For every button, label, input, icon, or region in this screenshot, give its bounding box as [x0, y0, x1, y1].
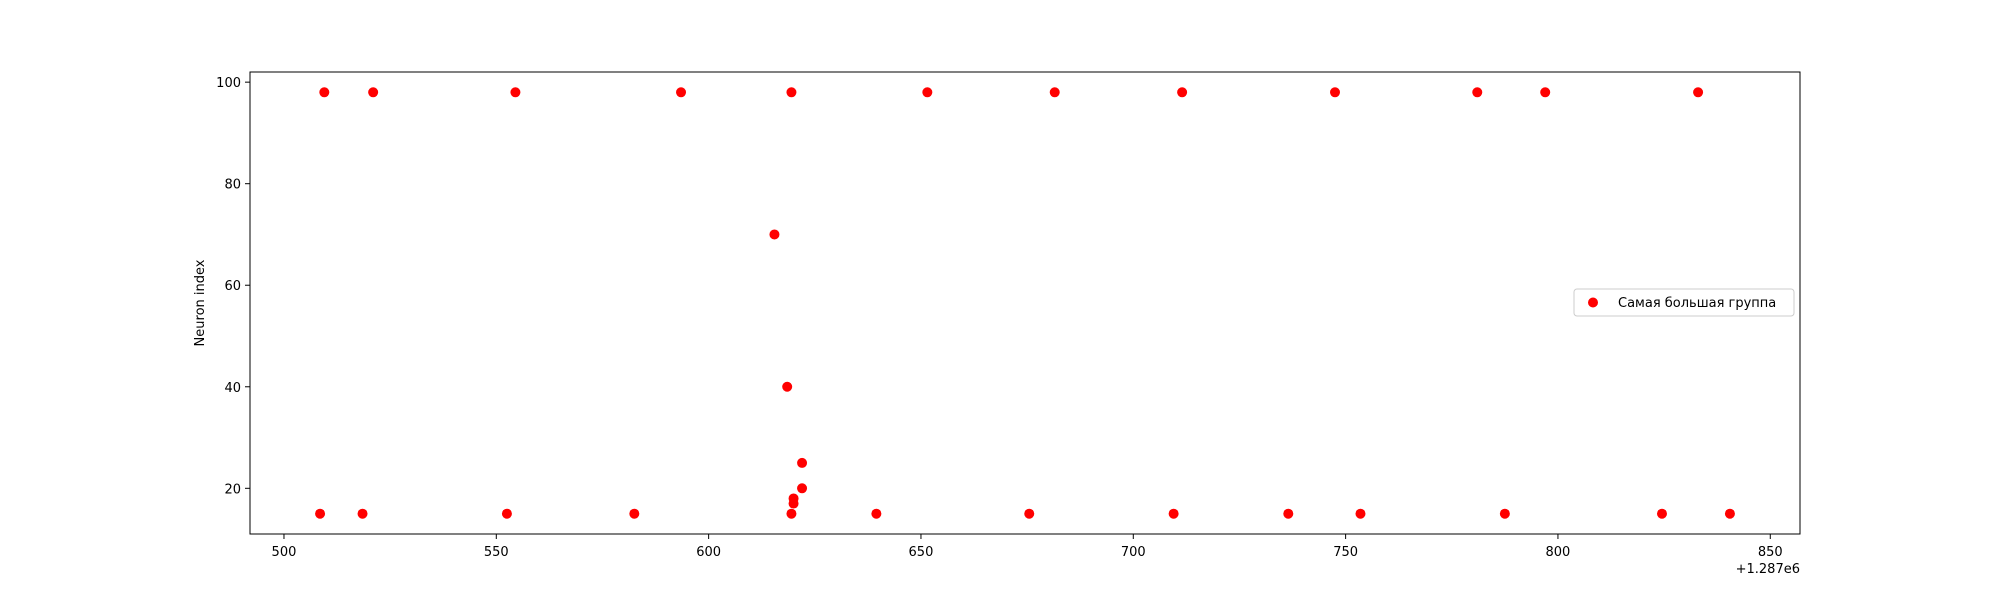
data-point — [1330, 87, 1340, 98]
y-tick-label: 60 — [224, 279, 241, 294]
x-tick-label: 700 — [1121, 545, 1146, 560]
data-point — [1177, 87, 1188, 98]
data-point — [319, 87, 330, 98]
data-points — [315, 87, 1735, 519]
x-offset-label: +1.287e6 — [1736, 562, 1800, 577]
data-point — [1499, 508, 1510, 519]
plot-area — [249, 71, 1801, 535]
x-tick-label: 500 — [272, 545, 297, 560]
data-point — [786, 87, 797, 98]
data-point — [315, 508, 326, 519]
data-point — [1656, 508, 1667, 519]
legend-box — [1573, 288, 1795, 317]
data-point — [786, 508, 797, 519]
legend-label: Самая большая группа — [1618, 296, 1776, 311]
data-point — [1283, 508, 1294, 519]
y-axis-label: Neuron index — [193, 259, 208, 346]
x-axis: 500 550 600 650 700 750 800 850 — [272, 534, 1783, 560]
data-point — [1049, 87, 1060, 98]
data-point — [629, 508, 640, 519]
data-point — [1168, 508, 1179, 519]
x-tick-label: 550 — [484, 545, 509, 560]
data-point — [1724, 508, 1735, 519]
data-point — [797, 457, 808, 468]
y-tick-label: 80 — [224, 178, 241, 193]
data-point — [368, 87, 379, 98]
legend: Самая большая группа — [1573, 288, 1795, 317]
data-point — [1024, 508, 1035, 519]
data-point — [769, 229, 780, 240]
data-point — [922, 87, 933, 98]
data-point — [788, 498, 799, 509]
x-tick-label: 800 — [1546, 545, 1571, 560]
y-tick-label: 100 — [216, 76, 241, 91]
data-point — [510, 87, 521, 98]
data-point — [871, 508, 882, 519]
y-tick-label: 40 — [224, 381, 241, 396]
x-tick-label: 600 — [696, 545, 721, 560]
data-point — [782, 381, 793, 392]
y-axis: 20 40 60 80 100 — [216, 76, 250, 497]
x-tick-label: 850 — [1758, 545, 1783, 560]
data-point — [797, 483, 808, 494]
y-tick-label: 20 — [224, 482, 241, 497]
legend-marker — [1588, 297, 1598, 308]
data-point — [1472, 87, 1483, 98]
data-point — [357, 508, 368, 519]
data-point — [501, 508, 512, 519]
data-point — [1540, 87, 1551, 98]
x-tick-label: 650 — [909, 545, 934, 560]
x-tick-label: 750 — [1333, 545, 1358, 560]
data-point — [1355, 508, 1366, 519]
data-point — [1693, 87, 1704, 98]
data-point — [676, 87, 687, 98]
